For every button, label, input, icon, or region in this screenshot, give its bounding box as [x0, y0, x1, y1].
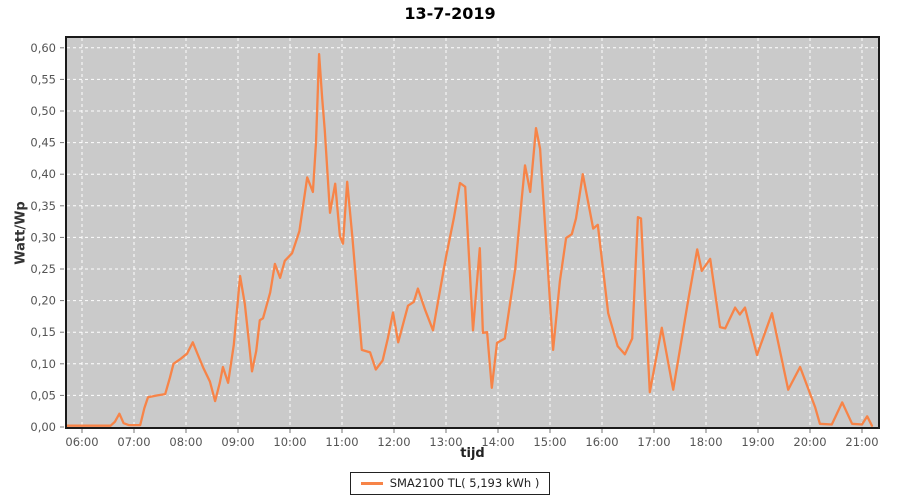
svg-text:0,20: 0,20 [30, 294, 56, 308]
svg-text:11:00: 11:00 [325, 435, 358, 449]
legend-line-swatch [360, 481, 383, 485]
plot-area: 06:00 07:00 08:00 09:00 10:00 11:00 12:00 13:00… [30, 36, 880, 449]
svg-text:08:00: 08:00 [169, 435, 202, 449]
svg-text:0,15: 0,15 [30, 325, 56, 339]
svg-text:0,60: 0,60 [30, 41, 56, 55]
svg-text:0,55: 0,55 [30, 72, 56, 86]
svg-text:07:00: 07:00 [117, 435, 150, 449]
svg-text:0,50: 0,50 [30, 104, 56, 118]
x-tick-labels: 06:00 07:00 08:00 09:00 10:00 11:00 12:00 13:00… [65, 435, 878, 449]
svg-text:0,10: 0,10 [30, 357, 56, 371]
svg-text:10:00: 10:00 [273, 435, 306, 449]
svg-text:09:00: 09:00 [221, 435, 254, 449]
svg-text:0,35: 0,35 [30, 199, 56, 213]
svg-text:19:00: 19:00 [741, 435, 774, 449]
plot-border [65, 36, 880, 429]
svg-text:18:00: 18:00 [689, 435, 722, 449]
svg-text:17:00: 17:00 [637, 435, 670, 449]
svg-text:20:00: 20:00 [793, 435, 826, 449]
svg-text:0,40: 0,40 [30, 167, 56, 181]
svg-text:16:00: 16:00 [585, 435, 618, 449]
tick-marks [60, 47, 863, 433]
series-line [65, 52, 874, 427]
svg-text:0,00: 0,00 [30, 420, 56, 434]
svg-text:0,30: 0,30 [30, 230, 56, 244]
x-axis-label: tijd [460, 446, 485, 461]
svg-text:0,25: 0,25 [30, 262, 56, 276]
gridlines [67, 38, 878, 427]
y-axis-label: Watt/Wp [13, 201, 29, 265]
svg-text:13:00: 13:00 [429, 435, 462, 449]
chart-title: 13-7-2019 [404, 4, 496, 23]
legend-label: SMA2100 TL( 5,193 kWh ) [389, 476, 540, 490]
svg-text:14:00: 14:00 [481, 435, 514, 449]
legend-box: SMA2100 TL( 5,193 kWh ) [349, 472, 551, 495]
svg-text:21:00: 21:00 [845, 435, 878, 449]
y-tick-labels: 0,00 0,05 0,10 0,15 0,20 0,25 0,30 0,35 0,40 0,45… [30, 41, 56, 434]
svg-text:06:00: 06:00 [65, 435, 98, 449]
plot-background [66, 37, 879, 428]
svg-text:12:00: 12:00 [377, 435, 410, 449]
svg-text:15:00: 15:00 [533, 435, 566, 449]
svg-text:0,45: 0,45 [30, 136, 56, 150]
svg-text:0,05: 0,05 [30, 388, 56, 402]
legend: SMA2100 TL( 5,193 kWh ) [0, 472, 900, 495]
